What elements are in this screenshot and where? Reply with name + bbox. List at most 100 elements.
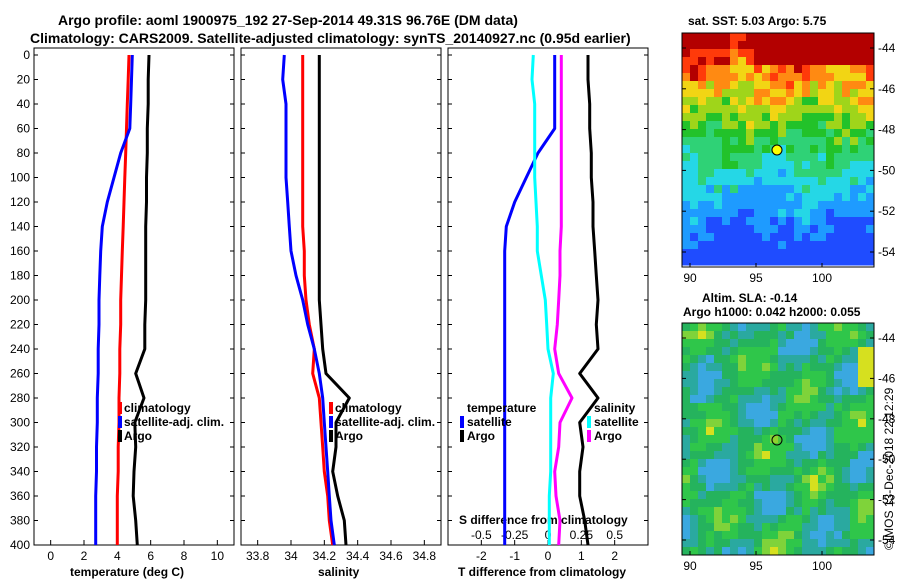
sst-cell: [794, 49, 803, 58]
depth-tick-label: 160: [10, 244, 30, 258]
sst-cell: [730, 177, 739, 186]
sla-cell: [794, 387, 803, 396]
sst-cell: [842, 225, 851, 234]
sla-cell: [834, 347, 843, 356]
sla-cell: [826, 419, 835, 428]
sla-cell: [770, 523, 779, 532]
salinity-panel: salinity 33.8 34 34.2 34.4 34.6 34.8: [240, 47, 442, 579]
sla-cell: [770, 371, 779, 380]
sla-cell: [802, 523, 811, 532]
sst-cell: [786, 185, 795, 194]
sst-cell: [698, 145, 707, 154]
sst-cell: [858, 129, 867, 138]
sla-cell: [786, 515, 795, 524]
series-line-climatology: [301, 55, 335, 546]
sla-cell: [722, 331, 731, 340]
sla-cell: [866, 371, 875, 380]
sla-cell: [690, 451, 699, 460]
sla-cell: [802, 547, 811, 556]
sst-cell: [850, 201, 859, 210]
sla-cell: [714, 387, 723, 396]
sst-cell: [818, 97, 827, 106]
sst-cell: [754, 145, 763, 154]
sla-cell: [690, 411, 699, 420]
series-line-satellite-adj-clim-: [94, 54, 134, 545]
sst-cell: [858, 33, 867, 42]
sst-cell: [842, 81, 851, 90]
sst-cell: [810, 137, 819, 146]
sst-cell: [698, 161, 707, 170]
sla-cell: [690, 475, 699, 484]
sla-cell: [794, 539, 803, 548]
sla-cell: [778, 331, 787, 340]
sla-cell: [706, 523, 715, 532]
sla-cell: [810, 387, 819, 396]
sst-cell: [682, 65, 691, 74]
sst-cell: [866, 257, 875, 266]
sst-cell: [754, 233, 763, 242]
sst-cell: [730, 161, 739, 170]
difference-panel: T difference from climatology S differen…: [447, 47, 649, 579]
sst-cell: [754, 65, 763, 74]
sla-cell: [714, 339, 723, 348]
title-line-1: Argo profile: aoml 1900975_192 27-Sep-20…: [58, 12, 518, 28]
sla-cell: [802, 395, 811, 404]
sst-cell: [754, 33, 763, 42]
sst-cell: [762, 73, 771, 82]
sst-cell: [826, 57, 835, 66]
sla-cell: [770, 451, 779, 460]
sla-cell: [858, 475, 867, 484]
sla-cell: [834, 387, 843, 396]
sla-cell: [786, 467, 795, 476]
sst-cell: [722, 169, 731, 178]
sla-cell: [810, 523, 819, 532]
sla-cell: [762, 491, 771, 500]
sla-cell: [722, 379, 731, 388]
sst-cell: [818, 89, 827, 98]
sst-cell: [850, 217, 859, 226]
sla-cell: [842, 403, 851, 412]
sst-cell: [738, 249, 747, 258]
sla-cell: [834, 443, 843, 452]
sla-cell: [810, 499, 819, 508]
sst-cell: [730, 193, 739, 202]
sla-cell: [794, 443, 803, 452]
sst-cell: [738, 129, 747, 138]
legend-swatch-diff-s-argo: [587, 430, 591, 442]
sla-cell: [714, 507, 723, 516]
sla-cell: [794, 379, 803, 388]
sla-cell: [730, 531, 739, 540]
sla-cell: [762, 547, 771, 556]
sla-cell: [738, 491, 747, 500]
sst-cell: [706, 89, 715, 98]
sla-cell: [794, 547, 803, 556]
sla-cell: [682, 507, 691, 516]
sst-cell: [866, 105, 875, 114]
sla-cell: [810, 339, 819, 348]
sla-cell: [682, 499, 691, 508]
depth-tick-label: 60: [17, 122, 31, 136]
sst-cell: [826, 241, 835, 250]
sst-cell: [778, 233, 787, 242]
series-line-temperature-satellite: [503, 55, 557, 545]
sst-cell: [770, 121, 779, 130]
sla-cell: [730, 355, 739, 364]
sla-cell: [778, 379, 787, 388]
sst-cell: [802, 129, 811, 138]
sla-cell: [786, 499, 795, 508]
sst-cell: [714, 137, 723, 146]
sla-cell: [682, 491, 691, 500]
x-tick-label: -2: [476, 549, 487, 563]
sla-cell: [850, 443, 859, 452]
sst-cell: [706, 41, 715, 50]
sst-cell: [858, 57, 867, 66]
sst-cell: [746, 33, 755, 42]
sla-cell: [682, 363, 691, 372]
sla-cell: [866, 507, 875, 516]
sst-cell: [690, 105, 699, 114]
sla-cell: [698, 475, 707, 484]
sla-cell: [834, 411, 843, 420]
lon-tick-label: 95: [749, 559, 763, 573]
sla-cell: [786, 547, 795, 556]
